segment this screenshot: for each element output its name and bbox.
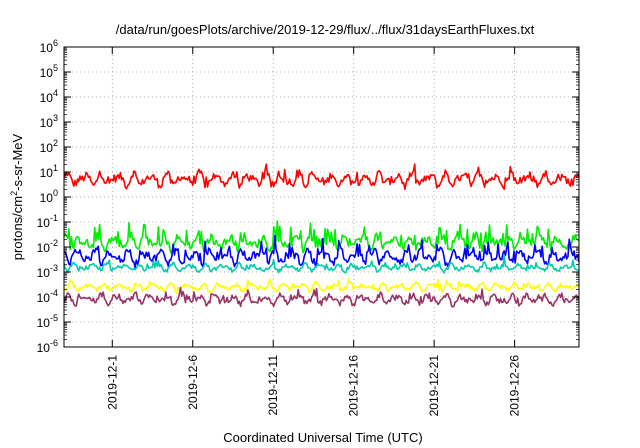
x-tick-label: 2019-12-6 bbox=[186, 355, 200, 410]
chart-title: /data/run/goesPlots/archive/2019-12-29/f… bbox=[116, 22, 535, 37]
y-axis-label-rest: -s-sr-MeV bbox=[10, 133, 25, 190]
x-tick-label: 2019-12-26 bbox=[508, 355, 522, 417]
x-tick-label: 2019-12-21 bbox=[427, 355, 441, 417]
x-tick-label: 2019-12-11 bbox=[266, 355, 280, 416]
x-tick-label: 2019-12-1 bbox=[105, 355, 119, 410]
y-axis-label: protons/cm2-s-sr-MeV bbox=[9, 133, 25, 260]
y-axis-label-main: protons/cm bbox=[10, 196, 25, 260]
x-axis-label: Coordinated Universal Time (UTC) bbox=[223, 430, 422, 445]
x-tick-label: 2019-12-16 bbox=[347, 355, 361, 417]
